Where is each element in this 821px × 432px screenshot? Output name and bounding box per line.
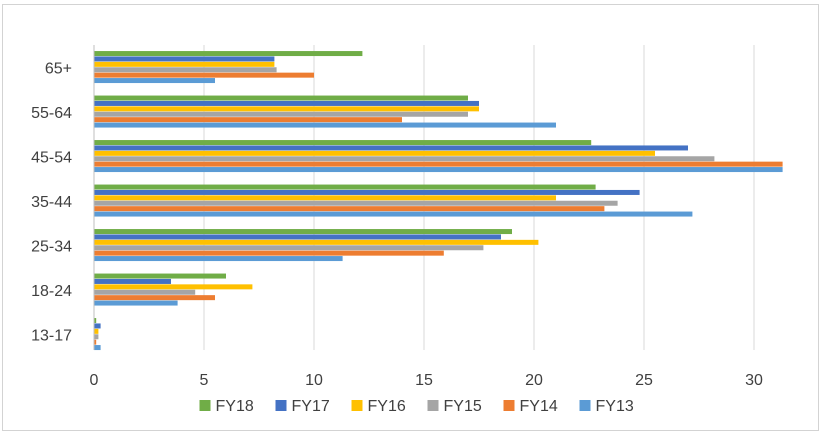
legend-swatch-fy14	[503, 400, 515, 411]
bar-fy15-25-34	[94, 245, 484, 251]
bar-fy15-65+	[94, 67, 277, 73]
bar-fy14-65+	[94, 72, 314, 78]
bar-fy18-45-54	[94, 140, 592, 146]
legend-label-fy17: FY17	[292, 398, 330, 415]
bar-fy14-25-34	[94, 250, 444, 256]
bar-fy14-55-64	[94, 117, 402, 123]
y-tick-label: 45-54	[31, 149, 72, 166]
y-tick-label: 55-64	[31, 105, 72, 122]
bar-fy14-13-17	[94, 339, 97, 345]
legend-label-fy14: FY14	[520, 398, 558, 415]
bar-fy13-18-24	[94, 300, 178, 306]
bar-fy16-25-34	[94, 239, 539, 245]
bar-fy14-45-54	[94, 161, 783, 167]
bar-fy16-65+	[94, 61, 275, 67]
x-tick-label: 0	[90, 372, 99, 389]
bar-fy17-65+	[94, 56, 275, 62]
bar-fy13-13-17	[94, 345, 101, 351]
bar-fy16-55-64	[94, 106, 479, 112]
bar-fy14-18-24	[94, 295, 215, 301]
x-tick-label: 10	[305, 372, 323, 389]
bar-fy18-13-17	[94, 318, 97, 324]
bar-fy16-18-24	[94, 284, 253, 290]
axes: 0 5 10 15 20 25 30 65+ 55-64 45-54 35-44 25-34 18-24…	[31, 45, 763, 389]
x-tick-label: 30	[745, 372, 763, 389]
bar-fy16-45-54	[94, 150, 655, 156]
bar-fy17-18-24	[94, 278, 171, 284]
bar-fy15-55-64	[94, 111, 468, 117]
y-tick-label: 65+	[45, 60, 72, 77]
x-tick-label: 20	[525, 372, 543, 389]
legend-swatch-fy15	[427, 400, 439, 411]
bar-fy15-18-24	[94, 289, 196, 295]
bar-fy13-55-64	[94, 122, 556, 128]
bar-fy18-65+	[94, 51, 363, 57]
bar-fy14-35-44	[94, 206, 605, 212]
legend: FY18 FY17 FY16 FY15 FY14 FY13	[199, 398, 634, 415]
legend-label-fy16: FY16	[368, 398, 406, 415]
legend-swatch-fy13	[579, 400, 591, 411]
bar-fy18-18-24	[94, 273, 226, 279]
bar-fy18-35-44	[94, 184, 596, 190]
legend-label-fy18: FY18	[216, 398, 254, 415]
bar-fy16-13-17	[94, 328, 99, 334]
bars	[94, 51, 783, 351]
legend-swatch-fy18	[199, 400, 211, 411]
bar-fy17-13-17	[94, 323, 101, 329]
y-tick-label: 35-44	[31, 194, 72, 211]
y-tick-label: 25-34	[31, 238, 72, 255]
bar-fy15-35-44	[94, 200, 618, 206]
bar-fy16-35-44	[94, 195, 556, 201]
legend-swatch-fy17	[275, 400, 287, 411]
legend-label-fy13: FY13	[596, 398, 634, 415]
legend-swatch-fy16	[351, 400, 363, 411]
legend-label-fy15: FY15	[444, 398, 482, 415]
y-tick-label: 18-24	[31, 283, 72, 300]
bar-fy18-55-64	[94, 95, 468, 101]
bar-fy13-25-34	[94, 256, 343, 262]
bar-fy18-25-34	[94, 229, 512, 235]
bar-fy15-45-54	[94, 156, 715, 162]
y-tick-label: 13-17	[31, 327, 72, 344]
x-tick-label: 5	[200, 372, 209, 389]
bar-fy13-65+	[94, 78, 215, 84]
bar-fy17-35-44	[94, 189, 640, 195]
bar-fy13-35-44	[94, 211, 693, 217]
bar-fy15-13-17	[94, 334, 99, 340]
bar-fy17-55-64	[94, 100, 479, 106]
bar-fy17-45-54	[94, 145, 688, 151]
bar-fy17-25-34	[94, 234, 501, 240]
x-tick-label: 15	[415, 372, 433, 389]
bar-fy13-45-54	[94, 167, 783, 173]
x-tick-label: 25	[635, 372, 653, 389]
